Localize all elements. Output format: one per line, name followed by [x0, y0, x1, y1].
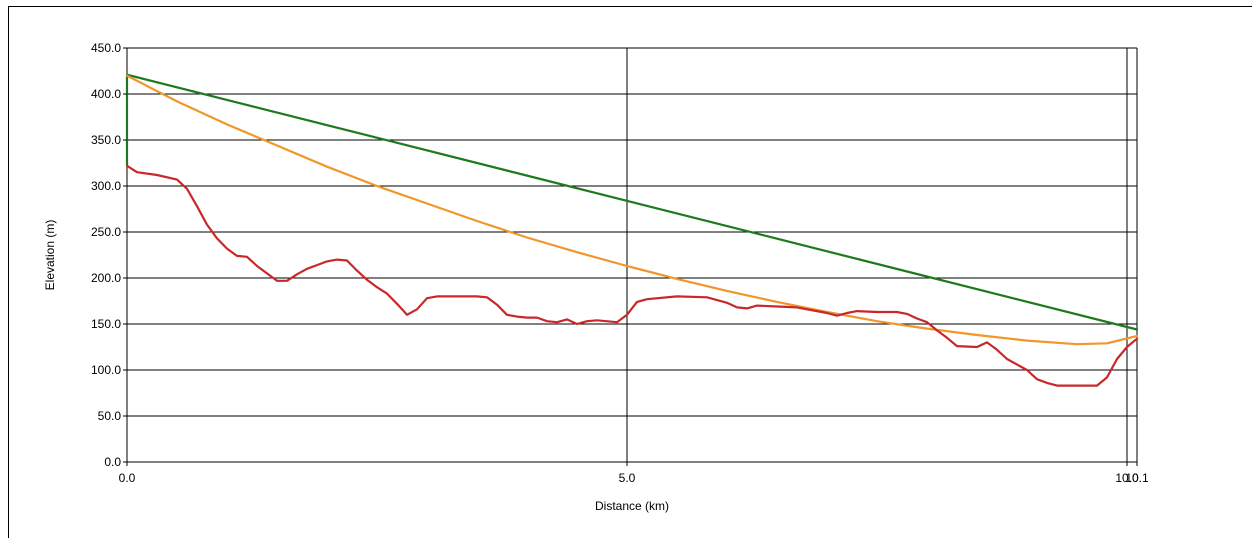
x-tick-labels: 0.0 5.0 10.010.1 [119, 462, 1149, 485]
series-layer [125, 73, 1139, 387]
y-tick-label-5: 250.0 [91, 225, 121, 239]
x-tick-label-0: 0.0 [119, 471, 136, 485]
y-tick-label-4: 200.0 [91, 271, 121, 285]
chart-frame [8, 6, 1252, 538]
terrain-profile-line [125, 164, 1139, 387]
x-tick-label-3: 10.1 [1125, 471, 1149, 485]
y-tick-label-1: 50.0 [98, 409, 122, 423]
x-tick-label-2: 10.0 [1115, 471, 1139, 485]
y-tick-label-0: 0.0 [104, 455, 121, 469]
y-tick-label-8: 400.0 [91, 87, 121, 101]
x-tick-label-1: 5.0 [619, 471, 636, 485]
curved-path-line [125, 74, 1139, 346]
x-axis-title: Distance (km) [595, 499, 669, 513]
y-tick-label-7: 350.0 [91, 133, 121, 147]
y-tick-label-9: 450.0 [91, 41, 121, 55]
y-axis-title: Elevation (m) [43, 220, 57, 291]
grid-lines [127, 47, 1138, 462]
y-tick-label-3: 150.0 [91, 317, 121, 331]
axes [123, 48, 1137, 466]
y-tick-label-6: 300.0 [91, 179, 121, 193]
y-tick-label-2: 100.0 [91, 363, 121, 377]
y-tick-labels: 0.0 50.0 100.0 150.0 200.0 250.0 300.0 350.0 400… [91, 41, 127, 469]
line-of-sight-line [125, 73, 1139, 331]
